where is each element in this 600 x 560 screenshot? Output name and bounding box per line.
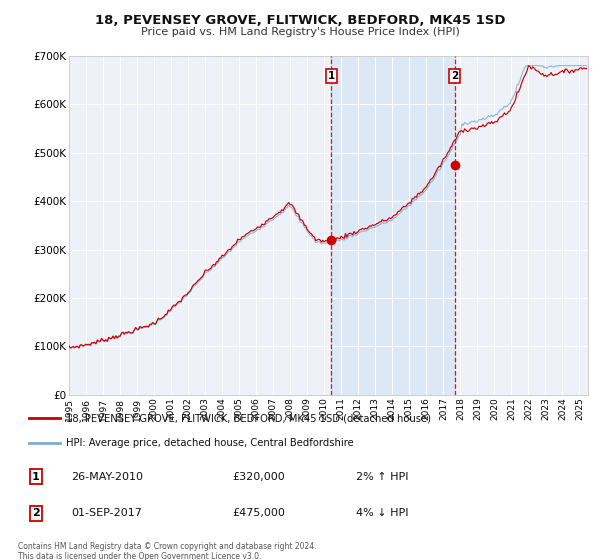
Bar	[331, 56, 455, 395]
Text: £320,000: £320,000	[232, 472, 285, 482]
Text: 4% ↓ HPI: 4% ↓ HPI	[356, 508, 409, 518]
Text: Price paid vs. HM Land Registry's House Price Index (HPI): Price paid vs. HM Land Registry's House …	[140, 27, 460, 38]
Text: 2: 2	[32, 508, 40, 518]
Text: 18, PEVENSEY GROVE, FLITWICK, BEDFORD, MK45 1SD: 18, PEVENSEY GROVE, FLITWICK, BEDFORD, M…	[95, 14, 505, 27]
Text: 01-SEP-2017: 01-SEP-2017	[71, 508, 142, 518]
Text: Contains HM Land Registry data © Crown copyright and database right 2024.: Contains HM Land Registry data © Crown c…	[18, 542, 317, 551]
Text: £475,000: £475,000	[232, 508, 285, 518]
Text: 26-MAY-2010: 26-MAY-2010	[71, 472, 143, 482]
Text: 2% ↑ HPI: 2% ↑ HPI	[356, 472, 409, 482]
Text: 1: 1	[328, 71, 335, 81]
Text: 2: 2	[451, 71, 458, 81]
Text: HPI: Average price, detached house, Central Bedfordshire: HPI: Average price, detached house, Cent…	[66, 438, 353, 448]
Text: This data is licensed under the Open Government Licence v3.0.: This data is licensed under the Open Gov…	[18, 552, 262, 560]
Text: 18, PEVENSEY GROVE, FLITWICK, BEDFORD, MK45 1SD (detached house): 18, PEVENSEY GROVE, FLITWICK, BEDFORD, M…	[66, 413, 431, 423]
Text: 1: 1	[32, 472, 40, 482]
